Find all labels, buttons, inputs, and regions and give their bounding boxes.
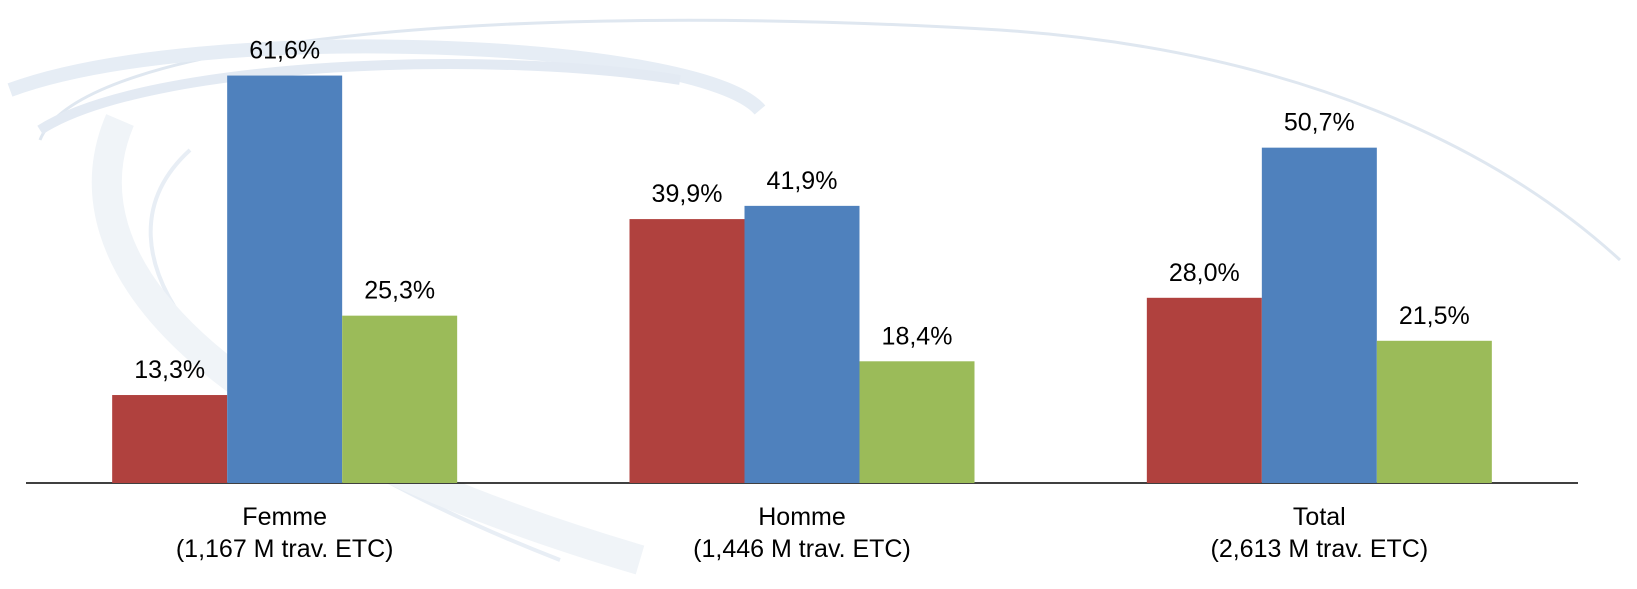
data-label: 18,4% [882,322,953,350]
x-tick-label: (1,446 M trav. ETC) [693,535,911,563]
bar [112,395,228,483]
bar [1146,297,1262,483]
x-tick-label: Femme [242,503,327,531]
bar [744,205,860,483]
bar [227,75,343,483]
bar [629,219,745,483]
data-label: 50,7% [1284,109,1355,137]
data-label: 25,3% [364,277,435,305]
bar [1376,340,1492,483]
x-tick-label: Homme [758,503,846,531]
bar [1261,147,1377,484]
x-tick-label: (2,613 M trav. ETC) [1211,535,1429,563]
data-label: 13,3% [134,356,205,384]
bar [859,361,975,483]
bar [342,315,458,483]
data-label: 28,0% [1169,259,1240,287]
data-label: 41,9% [767,167,838,195]
x-tick-label: (1,167 M trav. ETC) [176,535,394,563]
data-label: 21,5% [1399,302,1470,330]
background-swoosh [7,18,1622,575]
x-tick-label: Total [1293,503,1346,531]
data-label: 61,6% [249,37,320,65]
data-label: 39,9% [652,180,723,208]
